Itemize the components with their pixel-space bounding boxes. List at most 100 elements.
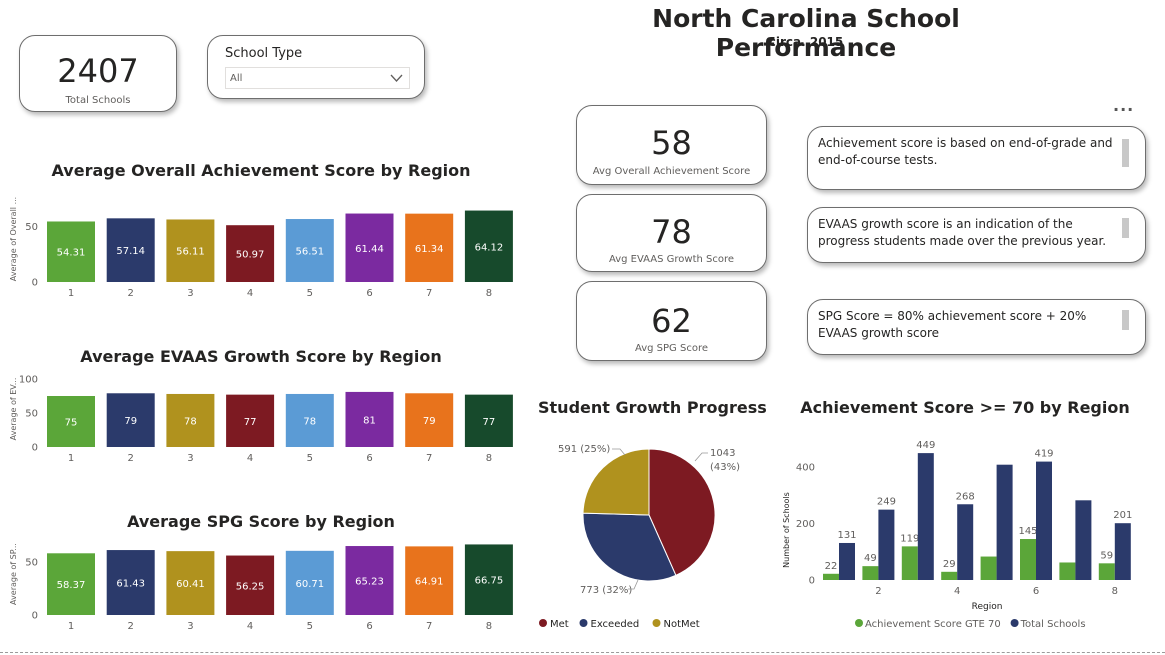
y-tick-label: 400 <box>796 462 815 473</box>
x-tick-label: 6 <box>1033 586 1039 597</box>
bar-value-label: 81 <box>363 415 376 426</box>
bar-gte70 <box>823 573 839 580</box>
bar <box>106 218 155 282</box>
y-tick-label: 50 <box>25 222 38 233</box>
bar <box>47 221 95 282</box>
more-options-icon[interactable]: ... <box>1113 96 1135 115</box>
bar-value-label: 50.97 <box>236 250 265 261</box>
total-schools-label: Total Schools <box>65 95 131 106</box>
bar <box>464 394 513 447</box>
kpi-growth-value: 78 <box>651 213 692 251</box>
pie-slice <box>582 448 650 516</box>
bar-value-label: 268 <box>956 491 975 502</box>
bar-total <box>878 509 895 580</box>
bar-value-label: 64.91 <box>415 577 444 588</box>
legend-marker <box>579 619 588 627</box>
bar <box>405 546 454 615</box>
bar <box>405 393 454 447</box>
bar-total <box>1036 461 1052 580</box>
bar-value-label: 22 <box>825 561 838 572</box>
bar-value-label: 61.34 <box>415 244 444 255</box>
student-growth-pie-chart: 1043 (43%) 773 (32%) 591 (25%) Met Exceeded No… <box>539 444 740 630</box>
kpi-achievement-value: 58 <box>651 124 692 162</box>
school-type-filter: School Type All <box>207 35 425 99</box>
bar-value-label: 79 <box>124 416 137 427</box>
bar <box>285 219 334 282</box>
bar <box>106 393 155 447</box>
y-axis-label: Average of SP... <box>9 543 18 605</box>
x-tick-label: 6 <box>366 288 372 299</box>
note-scrollbar[interactable] <box>1122 139 1129 167</box>
kpi-achievement-card: 58 Avg Overall Achievement Score <box>576 105 767 185</box>
total-schools-value: 2407 <box>57 52 139 90</box>
bar-total <box>957 504 974 580</box>
bar-value-label: 65.23 <box>355 577 384 588</box>
bar <box>226 555 275 615</box>
pie-slice <box>582 512 677 582</box>
total-schools-card: 2407 Total Schools <box>19 35 177 112</box>
legend-label: NotMet <box>664 619 700 630</box>
y-tick-label: 0 <box>32 278 38 289</box>
bar-value-label: 61.44 <box>355 244 384 255</box>
kpi-achievement-label: Avg Overall Achievement Score <box>592 166 751 177</box>
x-tick-label: 4 <box>247 453 253 464</box>
leader-line <box>628 579 639 590</box>
bar-total <box>917 453 934 580</box>
x-tick-label: 5 <box>307 288 313 299</box>
slice-label: 1043 <box>710 448 735 459</box>
bar <box>106 550 155 615</box>
bar-value-label: 60.41 <box>176 579 205 590</box>
bar-value-label: 66.75 <box>475 576 504 587</box>
x-tick-label: 1 <box>68 453 74 464</box>
y-tick-label: 0 <box>32 611 38 622</box>
spg-note-text: SPG Score = 80% achievement score + 20% … <box>818 309 1087 340</box>
bar-value-label: 419 <box>1034 449 1053 460</box>
bar <box>345 213 394 282</box>
legend-marker <box>855 619 863 627</box>
bar-value-label: 59 <box>1100 550 1113 561</box>
note-scrollbar[interactable] <box>1122 310 1129 330</box>
x-tick-label: 6 <box>366 621 372 632</box>
growth-note-text: EVAAS growth score is an indication of t… <box>818 217 1107 248</box>
bar-value-label: 249 <box>877 497 896 508</box>
x-tick-label: 3 <box>187 621 193 632</box>
x-tick-label: 8 <box>486 621 492 632</box>
bar-value-label: 49 <box>864 553 877 564</box>
bar <box>47 396 95 447</box>
x-tick-label: 7 <box>426 621 432 632</box>
bar-value-label: 61.43 <box>116 579 145 590</box>
growth-bar-chart: Average of EV...050100751792783774785816… <box>9 375 513 464</box>
slice-label-percent: (43%) <box>710 462 740 473</box>
x-tick-label: 4 <box>247 621 253 632</box>
y-tick-label: 200 <box>796 519 815 530</box>
bar <box>226 394 275 447</box>
bar <box>166 393 215 447</box>
bar <box>226 225 275 282</box>
bar <box>464 544 513 615</box>
school-type-dropdown[interactable]: All <box>225 67 410 89</box>
bar-gte70 <box>1098 563 1115 580</box>
kpi-growth-card: 78 Avg EVAAS Growth Score <box>576 194 767 272</box>
bar-value-label: 56.11 <box>176 247 205 258</box>
achievement-note-text: Achievement score is based on end-of-gra… <box>818 136 1113 167</box>
legend-marker <box>652 619 661 627</box>
legend-label: Total Schools <box>1020 619 1086 630</box>
achievement-gte70-chart: Number of Schools02004002213149249211944… <box>782 440 1132 630</box>
bar-value-label: 145 <box>1018 526 1037 537</box>
achievement-chart-title: Average Overall Achievement Score by Reg… <box>51 161 471 180</box>
bar-value-label: 78 <box>184 416 197 427</box>
x-tick-label: 2 <box>128 288 134 299</box>
x-tick-label: 4 <box>247 288 253 299</box>
note-scrollbar[interactable] <box>1122 218 1129 238</box>
dropdown-value: All <box>230 73 243 84</box>
x-tick-label: 3 <box>187 453 193 464</box>
page-subtitle: circa. 2015 <box>768 35 844 49</box>
pie-chart-title: Student Growth Progress <box>538 398 767 417</box>
bar <box>464 210 513 282</box>
x-tick-label: 7 <box>426 453 432 464</box>
bar-value-label: 75 <box>65 418 78 429</box>
kpi-spg-card: 62 Avg SPG Score <box>576 281 767 361</box>
achievement-bar-chart: Average of Overall ... 0 50 54.31 1 57.14 2 56.… <box>9 197 513 299</box>
bar-value-label: 119 <box>900 533 919 544</box>
bar-gte70 <box>1020 539 1036 580</box>
